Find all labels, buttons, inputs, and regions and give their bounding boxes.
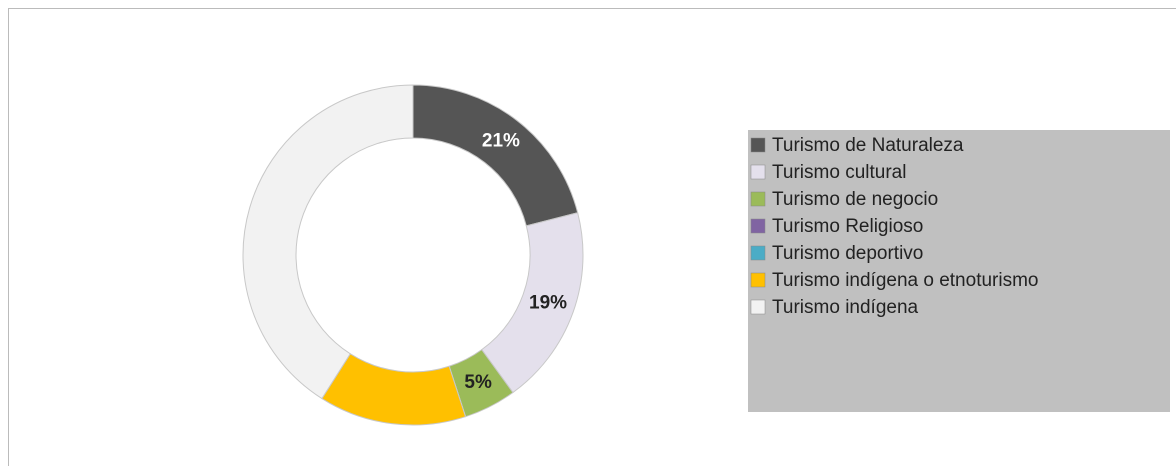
legend-swatch [750,218,766,234]
legend-label: Turismo deportivo [772,243,923,264]
donut-segment [412,84,579,227]
value-label: 21% [482,131,520,152]
legend-label: Turismo Religioso [772,216,923,237]
legend-swatch [750,137,766,153]
value-label: 19% [529,293,567,314]
legend-swatch [750,164,766,180]
frame [8,8,1176,466]
donut-segment [242,84,414,400]
legend-label: Turismo indígena [772,297,919,318]
legend-swatch [750,191,766,207]
value-label: 5% [464,372,492,393]
legend-swatch [750,299,766,315]
legend-label: Turismo de negocio [772,189,938,210]
legend-swatch [750,272,766,288]
legend-swatch [750,245,766,261]
legend-label: Turismo cultural [772,162,906,183]
legend-label: Turismo indígena o etnoturismo [772,270,1038,291]
legend-label: Turismo de Naturaleza [772,135,964,156]
legend-box [748,130,1170,412]
